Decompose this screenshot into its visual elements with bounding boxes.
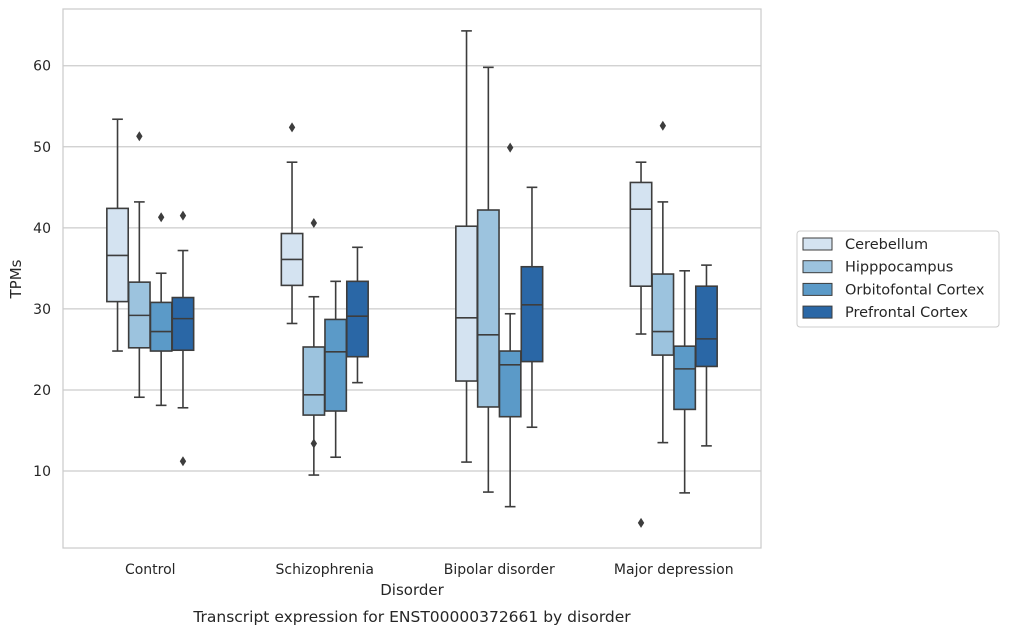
- y-tick-label: 40: [33, 221, 51, 237]
- outlier-point: [179, 456, 187, 467]
- box-iqr: [629, 181, 653, 288]
- outlier-point: [157, 212, 165, 223]
- y-tick-label: 50: [33, 140, 51, 156]
- box-orbitofontal-cortex: [673, 269, 697, 494]
- box-prefrontal-cortex: [520, 186, 544, 429]
- x-axis-label: Disorder: [380, 581, 444, 599]
- box-groups: [106, 30, 718, 528]
- box-cerebellum: [106, 118, 130, 352]
- box-iqr: [520, 265, 544, 363]
- legend-frame: [796, 230, 1000, 328]
- chart-caption: Transcript expression for ENST0000037266…: [192, 608, 631, 626]
- outlier-point: [659, 120, 667, 131]
- y-tick-label: 60: [33, 59, 51, 75]
- x-tick-label: Bipolar disorder: [444, 562, 555, 578]
- box-cerebellum: [629, 161, 653, 528]
- y-tick-label: 30: [33, 302, 51, 318]
- plot-area-frame: [62, 8, 762, 549]
- box-iqr: [345, 280, 369, 358]
- legend-swatch: [802, 305, 833, 319]
- y-tick-labels: 10 20 30 40 50 60: [33, 59, 51, 480]
- legend-swatch: [802, 237, 833, 251]
- box-iqr: [324, 318, 348, 412]
- outlier-point: [136, 131, 143, 142]
- outlier-point: [310, 438, 318, 449]
- box-iqr: [455, 225, 479, 382]
- legend-entry: Prefrontal Cortex: [845, 305, 968, 321]
- outlier-point: [288, 122, 296, 133]
- legend-entry: Hipppocampus: [845, 260, 953, 276]
- box-iqr: [171, 296, 195, 352]
- box-hipppocampus: [651, 120, 675, 444]
- box-orbitofontal-cortex: [324, 280, 348, 459]
- legend-entry: Cerebellum: [845, 237, 928, 253]
- box-prefrontal-cortex: [694, 264, 718, 447]
- box-hipppocampus: [476, 66, 500, 493]
- box-iqr: [694, 285, 718, 368]
- box-iqr: [651, 273, 675, 356]
- x-tick-label: Control: [125, 562, 176, 578]
- box-iqr: [476, 209, 500, 408]
- box-hipppocampus: [127, 131, 151, 399]
- x-tick-label: Schizophrenia: [276, 562, 374, 578]
- y-tick-label: 20: [33, 383, 51, 399]
- outlier-point: [179, 210, 187, 221]
- x-tick-labels: Control Schizophrenia Bipolar disorder Majo…: [125, 562, 734, 578]
- box-prefrontal-cortex: [171, 210, 195, 467]
- legend-swatch: [802, 260, 833, 274]
- legend: Cerebellum Hipppocampus Orbitofontal Corte…: [796, 230, 1000, 328]
- box-iqr: [302, 346, 326, 416]
- box-orbitofontal-cortex: [498, 142, 522, 508]
- outlier-point: [310, 217, 318, 228]
- x-tick-label: Major depression: [614, 562, 734, 578]
- y-axis-label: TPMs: [7, 259, 25, 299]
- box-iqr: [673, 345, 697, 411]
- box-iqr: [498, 350, 522, 418]
- box-cerebellum: [280, 122, 304, 325]
- y-tick-label: 10: [33, 464, 51, 480]
- outlier-point: [506, 142, 514, 153]
- box-iqr: [149, 301, 173, 352]
- legend-entry: Orbitofontal Cortex: [845, 282, 985, 298]
- outlier-point: [637, 517, 645, 528]
- box-prefrontal-cortex: [345, 246, 369, 384]
- box-cerebellum: [455, 30, 479, 463]
- legend-swatch: [802, 282, 833, 296]
- box-orbitofontal-cortex: [149, 212, 173, 407]
